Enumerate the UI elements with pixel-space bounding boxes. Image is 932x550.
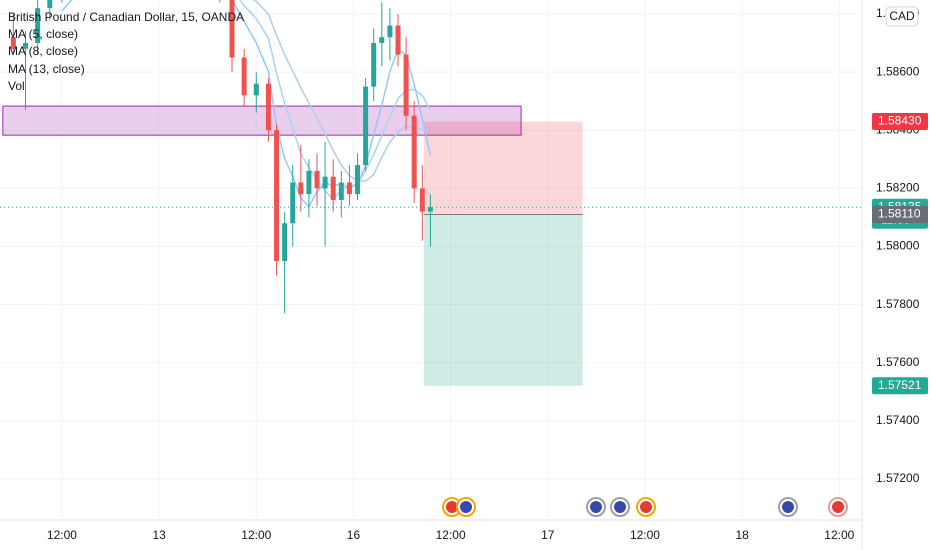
y-tick-label: 1.58000 [876,239,920,253]
chart-title: British Pound / Canadian Dollar, 15, OAN… [8,10,244,24]
y-tick-label: 1.58200 [876,181,920,195]
plot-area [0,0,862,520]
ma-line [239,0,432,201]
candle-body [253,83,259,96]
ma-line [252,0,431,182]
candle-body [306,170,312,195]
candle-body [411,115,417,189]
event-flags [442,497,848,517]
y-tick-label: 1.57200 [876,471,920,485]
y-tick-label: 1.57600 [876,355,920,369]
candle-body [379,37,385,44]
legend-ma: MA (13, close) [8,62,85,76]
candle-body [10,37,16,49]
candle-body [346,182,352,195]
x-tick-label: 12:00 [436,528,466,542]
candle-body [229,0,235,58]
candle-body [427,207,433,212]
x-tick-label: 12:00 [630,528,660,542]
price-badge [872,112,928,130]
candle-body [35,8,41,44]
legend-ma: MA (8, close) [8,44,78,58]
candle-body [23,43,29,49]
candle-body [265,83,271,131]
x-tick-label: 13 [152,528,166,542]
target-zone [423,214,583,386]
y-tick-label: 1.57400 [876,413,920,427]
x-tick-label: 17 [541,528,555,542]
x-tick-label: 12:00 [824,528,854,542]
candle-body [47,0,53,9]
x-tick-label: 12:00 [47,528,77,542]
x-tick-label: 12:00 [241,528,271,542]
candle-body [371,43,377,87]
candle-body [363,86,369,166]
candle-body [274,130,280,262]
candle-body [395,25,401,55]
candle-body [322,176,328,189]
candle-body [330,176,336,200]
candle-body [419,188,425,212]
candle-body [355,165,361,195]
ma-line [61,0,432,208]
candle-body [387,25,393,38]
x-tick-label: 16 [347,528,361,542]
axes: 1.57200 1.57400 1.57600 1.57800 1.58000 1.582… [47,6,928,542]
candle-body [282,223,288,262]
candle-body [241,57,247,96]
legend-ma: MA (5, close) [8,27,78,41]
y-tick-label: 1.57800 [876,297,920,311]
price-badge-label: 1.58110 [878,207,921,221]
currency-badge [885,6,919,27]
stop-zone [423,121,583,215]
candle-body [314,170,320,189]
legend-vol: Vol [8,79,25,93]
y-tick-label: 1.58600 [876,64,920,78]
price-badge-label: 1.57521 [878,378,922,392]
zone-rect [2,105,522,136]
candle-body [403,54,409,116]
price-badge-label: 1.58430 [878,114,922,128]
candle-body [298,182,304,195]
currency-label: CAD [889,9,915,23]
price-badge [872,206,928,224]
price-badge [872,377,928,395]
x-tick-label: 18 [735,528,749,542]
candle-body [338,182,344,200]
candle-body [290,182,296,224]
